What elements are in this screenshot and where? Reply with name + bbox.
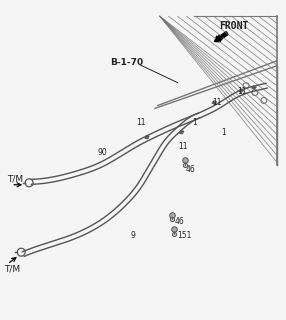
Text: FRONT: FRONT (219, 21, 249, 31)
Text: 11: 11 (136, 118, 146, 127)
Text: 151: 151 (178, 231, 192, 240)
Text: 11: 11 (212, 98, 222, 107)
Text: 90: 90 (98, 148, 107, 157)
Text: T/M: T/M (4, 264, 21, 273)
Text: 9: 9 (130, 231, 135, 240)
Text: 46: 46 (175, 218, 184, 227)
Text: T/M: T/M (7, 175, 23, 184)
Text: 1: 1 (221, 128, 226, 137)
FancyArrow shape (214, 32, 228, 42)
Text: 11: 11 (237, 87, 247, 96)
Text: 11: 11 (179, 142, 188, 151)
Text: B-1-70: B-1-70 (110, 58, 144, 67)
Text: 1: 1 (192, 118, 197, 127)
Text: 46: 46 (186, 165, 195, 174)
